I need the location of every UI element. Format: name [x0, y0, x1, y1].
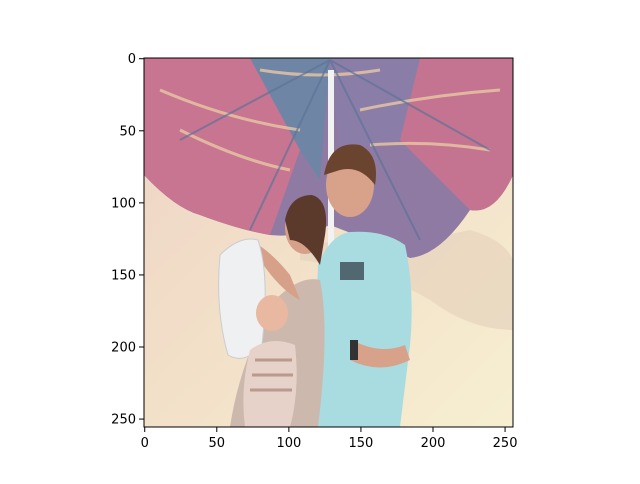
baby-blanket: [218, 238, 266, 359]
y-tick-label: 50: [119, 124, 136, 139]
x-tick-label: 250: [493, 436, 518, 451]
baby-figure: [243, 295, 297, 427]
x-tick-label: 50: [209, 436, 226, 451]
photo-image: [144, 58, 513, 427]
man-figure: [312, 144, 412, 427]
umbrella-pole: [328, 70, 334, 360]
y-axis: 0 50 100 150 200 250: [111, 52, 144, 428]
x-tick-label: 150: [349, 436, 374, 451]
y-tick-label: 100: [111, 196, 136, 211]
x-tick-label: 0: [141, 436, 149, 451]
y-tick-label: 150: [111, 268, 136, 283]
y-tick-label: 250: [111, 413, 136, 428]
axes-frame: [143, 57, 514, 428]
y-tick-label: 0: [128, 52, 136, 67]
x-tick-label: 100: [276, 436, 301, 451]
y-tick-label: 200: [111, 341, 136, 356]
x-tick-label: 200: [421, 436, 446, 451]
x-axis: 0 50 100 150 200 250: [141, 427, 518, 451]
